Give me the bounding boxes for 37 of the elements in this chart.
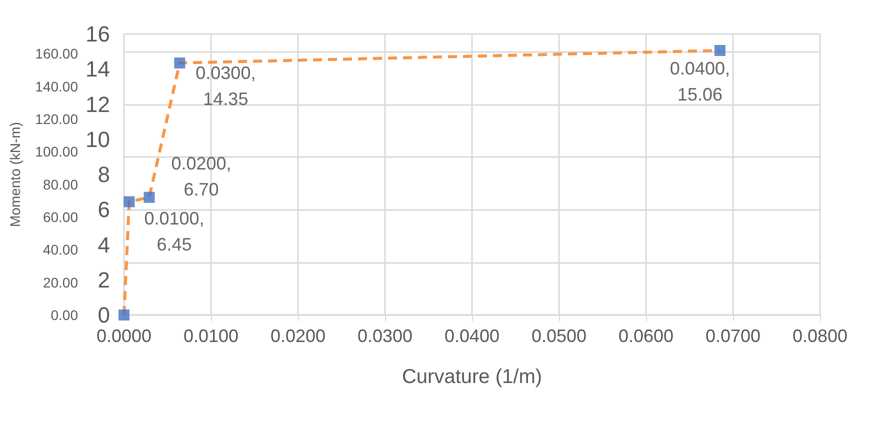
- data-label: 0.0300,14.35: [196, 62, 256, 109]
- y-tick-label: 0: [98, 302, 110, 328]
- point: [144, 192, 155, 203]
- x-axis-title: Curvature (1/m): [402, 366, 542, 388]
- y2-axis-title: Momento (kN-m): [7, 122, 23, 228]
- y-tick-label: 14: [86, 56, 110, 82]
- y2-tick-label: 100.00: [35, 144, 78, 160]
- y-tick-label: 8: [98, 162, 110, 187]
- y2-tick-label: 140.00: [35, 78, 78, 94]
- y-tick-label: 10: [86, 126, 110, 152]
- x-tick-label: 0.0400: [444, 326, 500, 346]
- data-label: 0.0200,6.70: [171, 153, 232, 200]
- y2-tick-label: 120.00: [35, 110, 78, 127]
- y2-tick-label: 0.00: [50, 307, 78, 323]
- point: [174, 57, 186, 68]
- point: [714, 45, 726, 56]
- y2-tick-label: 20.00: [42, 274, 78, 290]
- y-tick-label: 12: [86, 92, 110, 117]
- x-tick-label: 0.0100: [183, 326, 239, 346]
- y2-tick-label: 60.00: [42, 208, 78, 225]
- x-tick-label: 0.0500: [531, 326, 587, 346]
- x-tick-label: 0.0300: [357, 326, 413, 346]
- y-tick-label: 2: [98, 267, 110, 292]
- x-tick-label: 0.0000: [96, 326, 152, 346]
- y-tick-label: 6: [98, 197, 110, 222]
- y-tick-label: 4: [98, 232, 110, 258]
- x-tick-label: 0.0700: [705, 326, 761, 346]
- data-label: 0.0100,6.45: [144, 208, 204, 255]
- y-tick-label: 16: [86, 22, 110, 46]
- x-tick-label: 0.0800: [792, 326, 848, 346]
- x-tick-label: 0.0600: [618, 326, 674, 346]
- data-label: 0.0400,15.06: [670, 58, 730, 105]
- point: [124, 196, 135, 208]
- y2-tick-label: 40.00: [42, 242, 78, 258]
- y2-tick-label: 80.00: [42, 176, 78, 192]
- x-tick-label: 0.0200: [270, 326, 326, 346]
- y2-tick-label: 160.00: [35, 46, 78, 62]
